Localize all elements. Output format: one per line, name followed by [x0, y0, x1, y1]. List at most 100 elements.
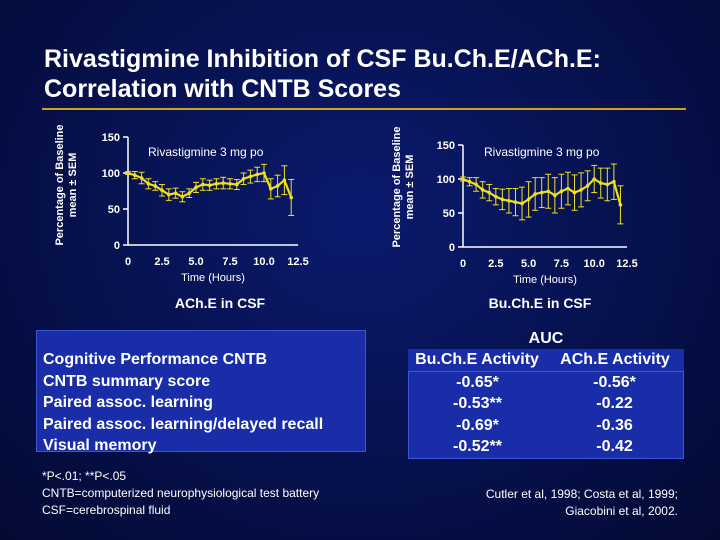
- y-tick-label: 100: [102, 168, 120, 180]
- y-axis-label: Percentage of Baselinemean ± SEM: [54, 124, 79, 245]
- auc-cell-buche: -0.65*: [456, 373, 499, 391]
- data-point: [480, 188, 485, 192]
- auc-table: AUC Bu.Ch.E Activity ACh.E Activity -0.6…: [408, 328, 684, 459]
- auc-cell-buche: -0.52**: [453, 438, 502, 455]
- x-tick-label: 12.5: [287, 256, 308, 268]
- data-point: [507, 198, 511, 203]
- x-tick-label: 12.5: [616, 258, 637, 270]
- auc-header: AUC: [528, 330, 564, 347]
- cognitive-row: CNTB summary score: [43, 372, 211, 390]
- auc-cell-buche: -0.53**: [453, 395, 502, 412]
- data-point: [201, 182, 205, 187]
- data-point: [153, 184, 157, 188]
- data-point: [598, 181, 603, 185]
- auc-cell-ache: -0.56*: [593, 373, 636, 391]
- data-point: [269, 187, 273, 191]
- dose-annotation: Rivastigmine 3 mg po: [148, 145, 264, 159]
- x-tick-label: 7.5: [554, 258, 569, 270]
- data-point: [235, 182, 239, 187]
- cognitive-row: Visual memory: [43, 437, 157, 454]
- auc-row: -0.52** -0.42: [409, 436, 683, 458]
- data-point: [167, 192, 171, 197]
- data-point: [553, 193, 557, 198]
- x-tick-label: 2.5: [154, 256, 169, 268]
- data-point: [494, 194, 498, 199]
- data-point: [160, 188, 164, 193]
- ache-chart: 0 50 100 150 0 2.5 5.0 7.5 10.0 12.5 Time (Hours) P…: [54, 124, 309, 284]
- data-point: [585, 184, 590, 188]
- reference-line-1: Cutler et al, 1998; Costa et al, 1999;: [485, 487, 678, 501]
- auc-col-buche: Bu.Ch.E Activity: [415, 351, 539, 368]
- y-tick-label: 150: [437, 140, 455, 152]
- data-point: [289, 195, 294, 200]
- footnote-significance: *P<.01; **P<.05: [42, 469, 127, 483]
- x-axis-label: Time (Hours): [181, 272, 245, 284]
- auc-column-headers: Bu.Ch.E Activity ACh.E Activity: [408, 349, 684, 371]
- title-divider: [42, 108, 686, 110]
- auc-cell-ache: -0.36: [596, 416, 633, 434]
- data-point: [592, 177, 596, 181]
- data-point: [262, 171, 266, 175]
- data-point: [559, 189, 564, 194]
- data-point: [566, 186, 570, 191]
- x-tick-label: 10.0: [583, 258, 604, 270]
- data-point: [500, 197, 505, 202]
- slide-title-line-1: Rivastigmine Inhibition of CSF Bu.Ch.E/A…: [44, 45, 601, 73]
- auc-rows: -0.65* -0.56* -0.53** -0.22 -0.69* -0.36…: [408, 370, 684, 459]
- footnote-cntb: CNTB=computerized neurophysiological tes…: [42, 486, 320, 500]
- auc-row: -0.53** -0.22: [409, 393, 683, 415]
- data-point: [241, 176, 246, 181]
- data-point: [221, 181, 225, 185]
- y-tick-label: 0: [449, 242, 455, 254]
- auc-cell-buche: -0.69*: [456, 416, 499, 434]
- data-point: [187, 191, 191, 195]
- data-point: [546, 189, 551, 194]
- auc-cell-ache: -0.42: [596, 438, 633, 455]
- x-axis-label: Time (Hours): [513, 274, 577, 286]
- data-point: [612, 179, 616, 184]
- y-tick-label: 150: [102, 132, 120, 144]
- y-tick-label: 50: [443, 208, 455, 220]
- footnote-csf: CSF=cerebrospinal fluid: [42, 503, 171, 517]
- data-point: [126, 171, 130, 175]
- auc-row: -0.69* -0.36: [409, 415, 683, 437]
- data-point: [474, 182, 478, 187]
- footnotes-left: *P<.01; **P<.05 CNTB=computerized neurop…: [42, 468, 319, 519]
- data-point: [180, 194, 185, 199]
- buche-chart: 0 50 100 150 0 2.5 5.0 7.5 10.0 12.5 Time (Hours) P…: [391, 126, 638, 286]
- data-point: [248, 174, 253, 179]
- data-point: [526, 197, 531, 202]
- auc-row: -0.65* -0.56*: [409, 372, 683, 394]
- ache-chart-caption: ACh.E in CSF: [174, 295, 266, 311]
- x-tick-label: 7.5: [222, 256, 237, 268]
- data-point: [513, 200, 518, 204]
- cognitive-row: Cognitive Performance CNTB: [43, 351, 268, 368]
- buche-chart-caption: Bu.Ch.E in CSF: [488, 295, 592, 311]
- data-point: [539, 190, 544, 195]
- data-point: [605, 182, 610, 187]
- data-point: [487, 190, 492, 195]
- data-point: [139, 176, 144, 180]
- data-point: [572, 190, 577, 195]
- data-point: [461, 177, 465, 181]
- data-point: [275, 184, 280, 188]
- data-point: [133, 173, 137, 177]
- dose-annotation: Rivastigmine 3 mg po: [484, 145, 600, 159]
- data-point: [467, 179, 472, 184]
- y-axis-label: Percentage of Baselinemean ± SEM: [391, 126, 416, 247]
- reference-line-2: Giacobini et al, 2002.: [565, 504, 678, 518]
- data-point: [146, 182, 151, 186]
- data-point: [533, 192, 537, 196]
- references: Cutler et al, 1998; Costa et al, 1999; G…: [430, 486, 678, 520]
- data-point: [618, 203, 623, 207]
- x-tick-label: 5.0: [521, 258, 536, 270]
- data-point: [579, 188, 583, 192]
- y-tick-label: 50: [108, 204, 120, 216]
- data-point: [207, 183, 212, 188]
- data-point: [173, 191, 178, 195]
- x-tick-label: 0: [125, 256, 131, 268]
- slide-title-line-2: Correlation with CNTB Scores: [44, 75, 401, 103]
- x-tick-label: 0: [460, 258, 466, 270]
- data-point: [194, 185, 198, 190]
- data-point: [255, 172, 259, 177]
